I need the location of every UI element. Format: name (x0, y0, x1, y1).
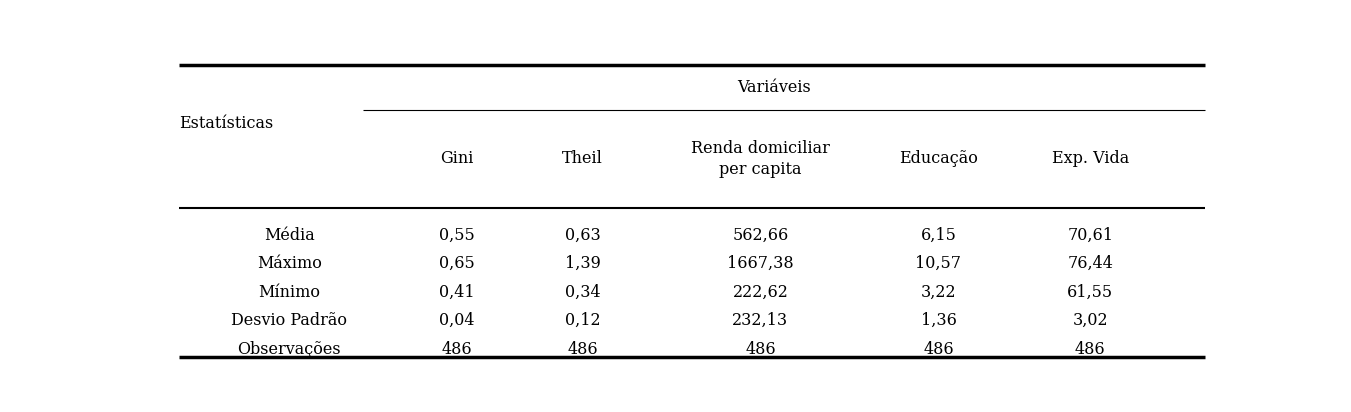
Text: Educação: Educação (898, 150, 978, 167)
Text: 0,12: 0,12 (565, 312, 600, 329)
Text: 1,36: 1,36 (920, 312, 957, 329)
Text: Observações: Observações (238, 341, 340, 358)
Text: Exp. Vida: Exp. Vida (1051, 150, 1129, 167)
Text: 232,13: 232,13 (732, 312, 789, 329)
Text: 486: 486 (567, 341, 597, 358)
Text: 0,34: 0,34 (565, 283, 600, 301)
Text: 3,22: 3,22 (920, 283, 957, 301)
Text: Máximo: Máximo (257, 255, 322, 272)
Text: 486: 486 (1075, 341, 1105, 358)
Text: 562,66: 562,66 (732, 227, 789, 243)
Text: 10,57: 10,57 (916, 255, 962, 272)
Text: 486: 486 (442, 341, 471, 358)
Text: 486: 486 (746, 341, 775, 358)
Text: Renda domiciliar
per capita: Renda domiciliar per capita (690, 140, 830, 178)
Text: 0,41: 0,41 (439, 283, 474, 301)
Text: Média: Média (263, 227, 315, 243)
Text: Theil: Theil (562, 150, 603, 167)
Text: 3,02: 3,02 (1073, 312, 1108, 329)
Text: 70,61: 70,61 (1067, 227, 1113, 243)
Text: 0,63: 0,63 (565, 227, 600, 243)
Text: Estatísticas: Estatísticas (180, 115, 274, 133)
Text: 0,55: 0,55 (439, 227, 474, 243)
Text: Variáveis: Variáveis (736, 79, 811, 96)
Text: Mínimo: Mínimo (258, 283, 320, 301)
Text: 486: 486 (923, 341, 954, 358)
Text: 222,62: 222,62 (732, 283, 789, 301)
Text: 6,15: 6,15 (920, 227, 957, 243)
Text: 0,04: 0,04 (439, 312, 474, 329)
Text: 0,65: 0,65 (439, 255, 474, 272)
Text: 76,44: 76,44 (1067, 255, 1113, 272)
Text: 1667,38: 1667,38 (727, 255, 794, 272)
Text: Gini: Gini (440, 150, 473, 167)
Text: 61,55: 61,55 (1067, 283, 1113, 301)
Text: 1,39: 1,39 (565, 255, 600, 272)
Text: Desvio Padrão: Desvio Padrão (231, 312, 347, 329)
